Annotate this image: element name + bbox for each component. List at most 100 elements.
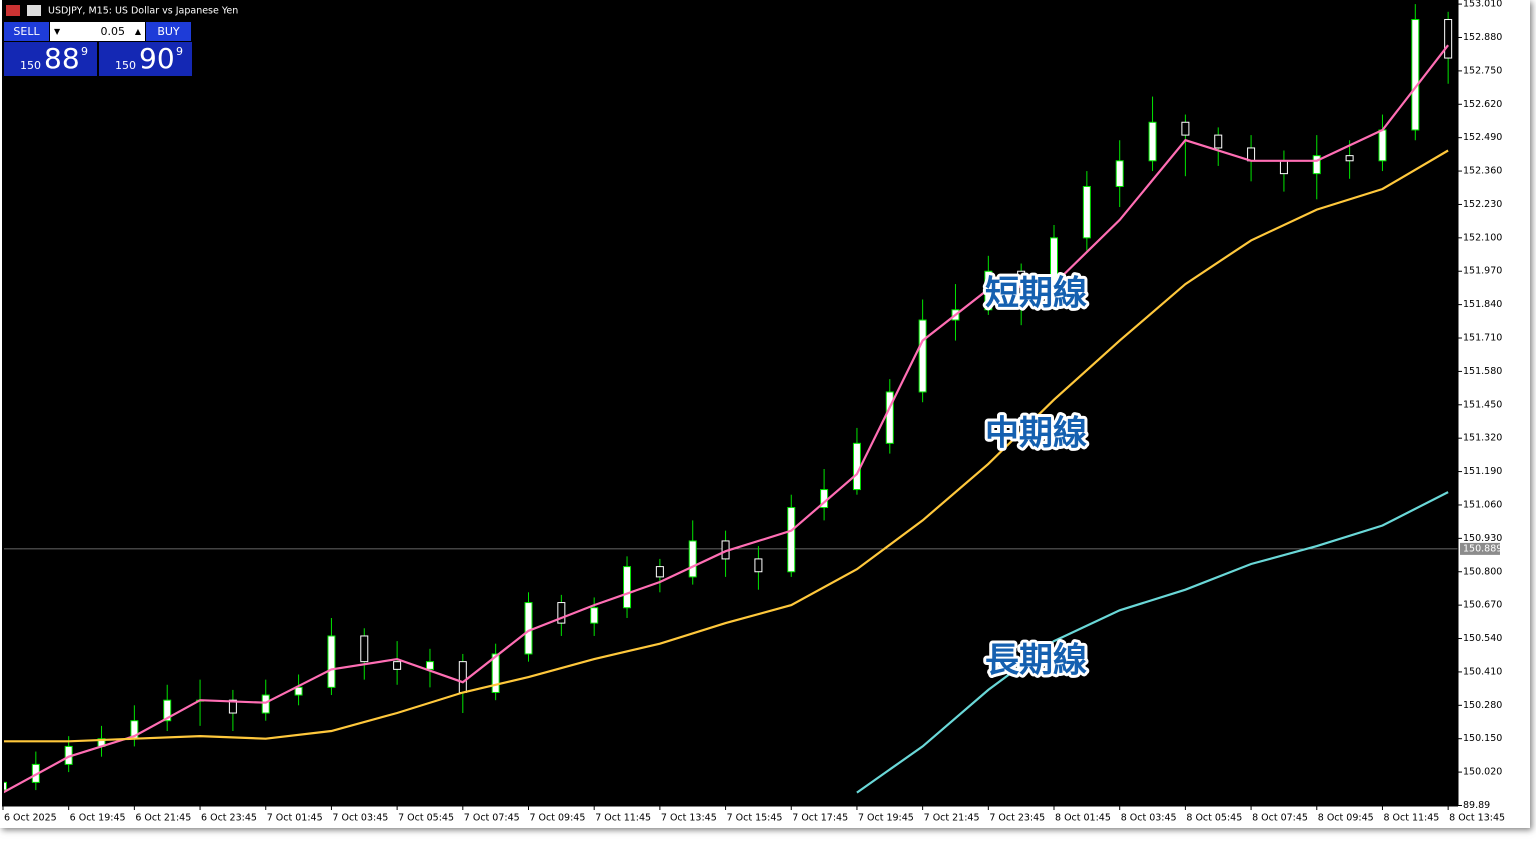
candle-body bbox=[688, 540, 697, 578]
candle-body bbox=[623, 566, 632, 609]
candle-body bbox=[1312, 155, 1321, 175]
candle-body bbox=[590, 607, 599, 624]
candle-body bbox=[1444, 19, 1453, 59]
x-tick-label: 7 Oct 11:45 bbox=[595, 813, 651, 824]
x-tick-label: 6 Oct 19:45 bbox=[70, 813, 126, 824]
candle-body bbox=[852, 442, 861, 491]
y-tick-label: 151.710 bbox=[1463, 333, 1502, 344]
lot-input[interactable]: ▼ 0.05 ▲ bbox=[50, 22, 145, 41]
price-main: 88 bbox=[44, 42, 80, 75]
candle-body bbox=[1378, 129, 1387, 162]
x-tick-label: 8 Oct 03:45 bbox=[1121, 813, 1177, 824]
x-tick-label: 6 Oct 23:45 bbox=[201, 813, 257, 824]
candle-body bbox=[1214, 134, 1223, 149]
candle-body bbox=[1050, 237, 1059, 303]
candle-body bbox=[918, 319, 927, 393]
ma-label: 短期線 bbox=[985, 274, 1087, 314]
x-tick-label: 7 Oct 05:45 bbox=[398, 813, 454, 824]
candle-body bbox=[787, 507, 796, 573]
x-tick-label: 7 Oct 23:45 bbox=[989, 813, 1045, 824]
x-tick-label: 7 Oct 09:45 bbox=[529, 813, 585, 824]
candle-body bbox=[1411, 19, 1420, 131]
y-tick-label: 150.540 bbox=[1463, 633, 1502, 644]
x-tick-label: 7 Oct 17:45 bbox=[792, 813, 848, 824]
candle-body bbox=[261, 694, 270, 714]
y-tick-label: 151.450 bbox=[1463, 399, 1502, 410]
x-tick-label: 8 Oct 13:45 bbox=[1449, 813, 1505, 824]
candle-body bbox=[393, 661, 402, 670]
x-tick-label: 7 Oct 01:45 bbox=[267, 813, 323, 824]
candle-body bbox=[1115, 160, 1124, 187]
spin-up[interactable]: ▲ bbox=[134, 27, 141, 36]
y-tick-label: 150.930 bbox=[1463, 533, 1502, 544]
y-tick-label: 151.840 bbox=[1463, 299, 1502, 310]
x-tick-label: 8 Oct 07:45 bbox=[1252, 813, 1308, 824]
lot-value: 0.05 bbox=[100, 25, 126, 38]
candle-body bbox=[294, 686, 303, 696]
chart-header: USDJPY, M15: US Dollar vs Japanese Yen bbox=[48, 6, 238, 17]
ma-label: 中期線 bbox=[985, 414, 1087, 454]
price-big: 150 bbox=[20, 59, 41, 72]
y-tick-label: 152.230 bbox=[1463, 199, 1502, 210]
x-tick-label: 7 Oct 07:45 bbox=[464, 813, 520, 824]
candle-body bbox=[655, 566, 664, 578]
x-tick-label: 6 Oct 21:45 bbox=[135, 813, 191, 824]
x-tick-label: 8 Oct 05:45 bbox=[1186, 813, 1242, 824]
candle-body bbox=[1345, 155, 1354, 162]
bid-price[interactable]: 150 88 9 bbox=[4, 42, 97, 76]
x-tick-label: 8 Oct 11:45 bbox=[1383, 813, 1439, 824]
ma-label: 長期線 bbox=[985, 641, 1087, 681]
x-tick-label: 7 Oct 15:45 bbox=[727, 813, 783, 824]
candle-body bbox=[1181, 121, 1190, 136]
candle-body bbox=[1082, 185, 1091, 239]
y-tick-label: 150.800 bbox=[1463, 566, 1502, 577]
y-tick-label: 152.880 bbox=[1463, 32, 1502, 43]
ma-line bbox=[4, 44, 1449, 794]
candle-body bbox=[425, 661, 434, 670]
y-tick-label: 150.020 bbox=[1463, 767, 1502, 778]
y-tick-label: 151.060 bbox=[1463, 499, 1502, 510]
y-tick-label: 150.670 bbox=[1463, 600, 1502, 611]
chart: 153.010 152.880 152.750 152.620 152.490 152.3… bbox=[2, 0, 1506, 824]
spin-down[interactable]: ▼ bbox=[54, 27, 61, 36]
icon bbox=[27, 5, 41, 16]
x-tick-label: 7 Oct 03:45 bbox=[332, 813, 388, 824]
candle-body bbox=[327, 635, 336, 688]
y-tick-label: 151.970 bbox=[1463, 266, 1502, 277]
ma-line bbox=[4, 149, 1449, 743]
y-tick-label: 89.89 bbox=[1463, 800, 1490, 811]
x-tick-label: 6 Oct 2025 bbox=[4, 813, 57, 824]
sell-button[interactable]: SELL bbox=[4, 22, 49, 41]
x-tick-label: 7 Oct 19:45 bbox=[858, 813, 914, 824]
y-tick-label: 152.750 bbox=[1463, 65, 1502, 76]
buy-button[interactable]: BUY bbox=[146, 22, 191, 41]
price-main: 90 bbox=[139, 42, 175, 75]
candle-body bbox=[754, 558, 763, 573]
y-tick-label: 152.490 bbox=[1463, 132, 1502, 143]
x-tick-label: 8 Oct 09:45 bbox=[1318, 813, 1374, 824]
ma-line bbox=[856, 491, 1449, 794]
candle-body bbox=[1247, 147, 1256, 162]
candle-body bbox=[885, 391, 894, 444]
y-tick-label: 152.620 bbox=[1463, 99, 1502, 110]
candle-body bbox=[360, 635, 369, 663]
candle-body bbox=[4, 781, 7, 791]
candle-body bbox=[228, 699, 237, 714]
y-tick-label: 152.360 bbox=[1463, 166, 1502, 177]
x-tick-label: 7 Oct 21:45 bbox=[924, 813, 980, 824]
candle-body bbox=[163, 699, 172, 722]
y-tick-label: 150.280 bbox=[1463, 700, 1502, 711]
y-tick-label: 150.410 bbox=[1463, 666, 1502, 677]
y-tick-label: 153.010 bbox=[1463, 0, 1502, 10]
plot bbox=[4, 4, 1458, 794]
price-sup: 9 bbox=[81, 45, 88, 58]
y-tick-label: 150.150 bbox=[1463, 733, 1502, 744]
price-big: 150 bbox=[115, 59, 136, 72]
candle-body bbox=[491, 653, 500, 693]
last-price-label: 150.889 bbox=[1463, 543, 1502, 554]
x-tick-label: 7 Oct 13:45 bbox=[661, 813, 717, 824]
candle-body bbox=[557, 602, 566, 624]
ask-price[interactable]: 150 90 9 bbox=[99, 42, 192, 76]
last-price-box bbox=[1460, 542, 1500, 555]
